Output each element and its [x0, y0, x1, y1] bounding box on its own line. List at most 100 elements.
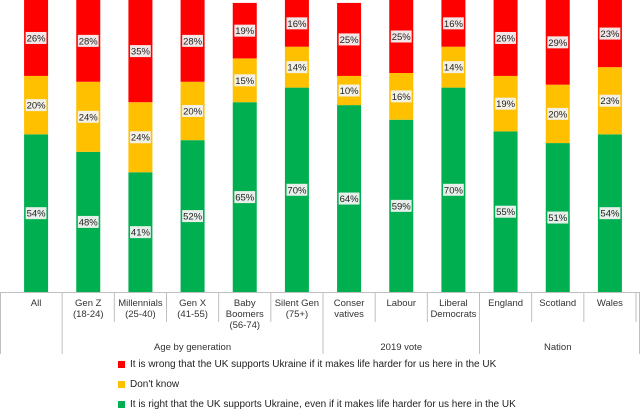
data-label-bg [234, 74, 256, 87]
data-label: 19% [235, 26, 255, 37]
data-label: 23% [600, 29, 620, 40]
legend-swatch-yellow [118, 380, 125, 388]
legend-label-right: It is right that the UK supports Ukraine… [130, 398, 516, 410]
data-label: 14% [287, 63, 307, 74]
data-label: 51% [548, 213, 568, 224]
data-label-bg [547, 211, 569, 224]
data-label-bg [599, 207, 621, 220]
data-label: 16% [392, 92, 412, 103]
data-label: 24% [79, 112, 99, 123]
category-label: (75+) [286, 309, 308, 320]
category-label: Democrats [430, 309, 476, 320]
data-label-bg [286, 17, 308, 30]
data-label: 14% [444, 63, 464, 74]
data-label-bg [130, 45, 151, 58]
data-label-bg [25, 99, 47, 112]
category-label: Conser [334, 298, 365, 309]
data-label: 28% [183, 36, 203, 47]
legend-item-right: It is right that the UK supports Ukraine… [118, 396, 628, 412]
data-label: 16% [444, 19, 464, 30]
data-label: 20% [548, 109, 568, 120]
category-label: Wales [597, 298, 623, 309]
data-label-bg [390, 90, 412, 103]
data-label: 52% [183, 212, 203, 223]
data-label-bg [599, 27, 621, 40]
data-label-bg [338, 33, 360, 46]
data-label: 25% [340, 35, 360, 46]
data-label: 41% [131, 228, 151, 239]
data-label: 35% [131, 47, 151, 58]
data-label-bg [495, 97, 516, 110]
category-label: vatives [334, 309, 364, 320]
category-label: (18-24) [73, 309, 104, 320]
data-label-bg [182, 34, 203, 47]
data-label-bg [286, 183, 308, 196]
data-label-bg [25, 207, 47, 220]
data-label-bg [338, 84, 360, 97]
category-label: Millennials [118, 298, 163, 309]
data-label-bg [495, 205, 516, 218]
data-label: 65% [235, 193, 255, 204]
data-label-bg [443, 61, 464, 74]
data-label: 28% [79, 36, 99, 47]
data-label: 24% [131, 133, 151, 144]
legend-item-dont-know: Don't know [118, 376, 628, 392]
legend-label-dont-know: Don't know [130, 378, 180, 390]
data-label-bg [25, 31, 47, 44]
category-label: England [488, 298, 523, 309]
data-label-bg [234, 24, 256, 37]
data-label-bg [182, 104, 203, 117]
data-label-bg [547, 36, 569, 49]
category-label: Boomers [226, 309, 264, 320]
data-label-bg [443, 183, 464, 196]
data-label: 29% [548, 38, 568, 49]
data-label-bg [390, 199, 412, 212]
data-label: 54% [600, 209, 620, 220]
category-label: (25-40) [125, 309, 156, 320]
data-label: 70% [287, 185, 307, 196]
data-label: 25% [392, 32, 412, 43]
group-label: 2019 vote [380, 342, 422, 353]
data-label-bg [77, 110, 99, 123]
data-label-bg [182, 210, 203, 223]
data-label-bg [286, 61, 308, 74]
category-label: (41-55) [177, 309, 208, 320]
data-label: 48% [79, 217, 99, 228]
data-label: 15% [235, 76, 255, 87]
category-label: Gen X [179, 298, 207, 309]
data-label: 26% [496, 33, 516, 44]
data-label-bg [77, 215, 99, 228]
category-label: Gen Z [75, 298, 102, 309]
category-label: Scotland [539, 298, 576, 309]
data-label: 20% [27, 101, 47, 112]
data-label: 59% [392, 201, 412, 212]
legend-item-wrong: It is wrong that the UK supports Ukraine… [118, 356, 628, 372]
data-label: 70% [444, 185, 464, 196]
data-label-bg [443, 17, 464, 30]
data-label: 54% [27, 209, 47, 220]
legend: It is wrong that the UK supports Ukraine… [118, 356, 628, 416]
group-label: Nation [544, 342, 571, 353]
data-label: 16% [287, 19, 307, 30]
legend-label-wrong: It is wrong that the UK supports Ukraine… [130, 358, 497, 370]
data-label: 26% [27, 33, 47, 44]
data-label: 64% [340, 194, 360, 205]
category-label: Labour [386, 298, 416, 309]
data-label: 20% [183, 106, 203, 117]
category-label: All [31, 298, 42, 309]
data-label: 10% [340, 86, 360, 97]
data-label-bg [130, 131, 151, 144]
data-label-bg [599, 94, 621, 107]
data-label: 19% [496, 99, 516, 110]
category-label: Liberal [439, 298, 468, 309]
data-label-bg [390, 30, 412, 43]
data-label-bg [234, 191, 256, 204]
data-label-bg [338, 192, 360, 205]
category-label: Silent Gen [275, 298, 319, 309]
data-label: 55% [496, 207, 516, 218]
data-label-bg [495, 31, 516, 44]
legend-swatch-green [118, 400, 125, 408]
data-label-bg [77, 34, 99, 47]
legend-swatch-red [118, 360, 125, 368]
